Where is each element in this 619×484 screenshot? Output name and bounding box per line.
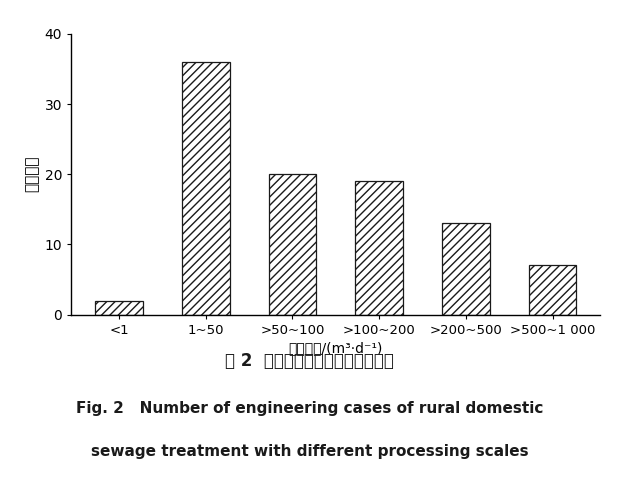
Text: Fig. 2   Number of engineering cases of rural domestic: Fig. 2 Number of engineering cases of ru… bbox=[76, 402, 543, 416]
Text: sewage treatment with different processing scales: sewage treatment with different processi… bbox=[91, 444, 528, 458]
Bar bbox=[182, 62, 230, 315]
Bar bbox=[529, 265, 576, 315]
Text: 图 2  不同处理规模的工程案例数量: 图 2 不同处理规模的工程案例数量 bbox=[225, 351, 394, 370]
Bar bbox=[95, 301, 143, 315]
Bar bbox=[442, 224, 490, 315]
X-axis label: 处理水量/(m³·d⁻¹): 处理水量/(m³·d⁻¹) bbox=[288, 341, 383, 355]
Y-axis label: 工艺数量: 工艺数量 bbox=[24, 156, 39, 193]
Bar bbox=[269, 174, 316, 315]
Bar bbox=[355, 182, 403, 315]
